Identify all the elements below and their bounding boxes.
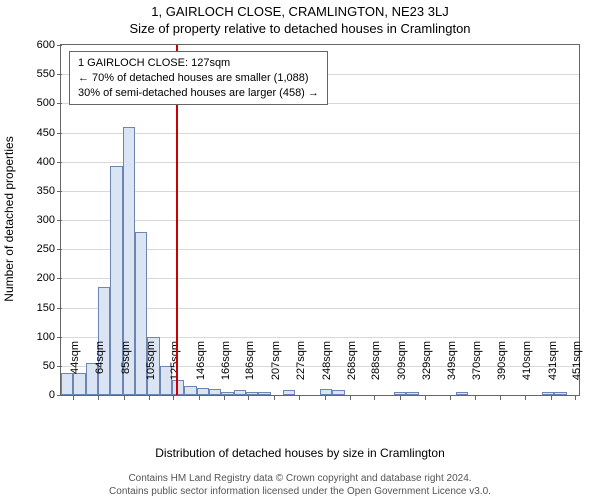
gridline-h: [61, 162, 579, 163]
x-tick-label: 64sqm: [94, 341, 106, 401]
chart-title: 1, GAIRLOCH CLOSE, CRAMLINGTON, NE23 3LJ: [0, 0, 600, 19]
x-axis-label: Distribution of detached houses by size …: [0, 446, 600, 460]
y-tick-label: 100: [37, 331, 61, 343]
annotation-line: ← 70% of detached houses are smaller (1,…: [78, 71, 319, 86]
y-tick-label: 500: [37, 97, 61, 109]
x-tick-label: 410sqm: [521, 341, 533, 401]
footer-line-1: Contains HM Land Registry data © Crown c…: [0, 473, 600, 486]
y-tick-label: 50: [43, 360, 61, 372]
y-tick-label: 300: [37, 214, 61, 226]
x-tick-label: 44sqm: [69, 341, 81, 401]
x-tick-label: 207sqm: [270, 341, 282, 401]
annotation-box: 1 GAIRLOCH CLOSE: 127sqm← 70% of detache…: [69, 51, 328, 106]
x-tick-label: 309sqm: [396, 341, 408, 401]
y-tick-label: 400: [37, 156, 61, 168]
x-tick-label: 85sqm: [120, 341, 132, 401]
annotation-line: 1 GAIRLOCH CLOSE: 127sqm: [78, 56, 319, 71]
y-tick-label: 450: [37, 127, 61, 139]
x-tick-label: 451sqm: [571, 341, 583, 401]
x-tick-label: 268sqm: [346, 341, 358, 401]
x-tick-label: 227sqm: [295, 341, 307, 401]
y-axis-label: Number of detached properties: [2, 136, 16, 301]
chart-footer: Contains HM Land Registry data © Crown c…: [0, 473, 600, 498]
x-tick-label: 248sqm: [321, 341, 333, 401]
y-tick-label: 0: [49, 389, 61, 401]
x-tick-label: 186sqm: [244, 341, 256, 401]
y-tick-label: 550: [37, 68, 61, 80]
x-tick-label: 146sqm: [195, 341, 207, 401]
histogram-bar: [258, 392, 270, 395]
histogram-bar: [332, 390, 344, 395]
x-tick-label: 105sqm: [145, 341, 157, 401]
chart-subtitle: Size of property relative to detached ho…: [0, 19, 600, 36]
gridline-h: [61, 191, 579, 192]
gridline-h: [61, 133, 579, 134]
annotation-line: 30% of semi-detached houses are larger (…: [78, 86, 319, 101]
x-tick-label: 431sqm: [547, 341, 559, 401]
x-tick-label: 370sqm: [471, 341, 483, 401]
x-tick-label: 390sqm: [496, 341, 508, 401]
x-tick-label: 166sqm: [220, 341, 232, 401]
x-tick-label: 329sqm: [421, 341, 433, 401]
x-tick-label: 288sqm: [370, 341, 382, 401]
histogram-bar: [283, 390, 295, 395]
histogram-bar: [406, 392, 418, 395]
y-tick-label: 150: [37, 302, 61, 314]
y-tick-label: 200: [37, 272, 61, 284]
plot-area: 05010015020025030035040045050055060044sq…: [60, 44, 580, 396]
chart-container: 1, GAIRLOCH CLOSE, CRAMLINGTON, NE23 3LJ…: [0, 0, 600, 500]
y-tick-label: 600: [37, 39, 61, 51]
y-tick-label: 350: [37, 185, 61, 197]
gridline-h: [61, 220, 579, 221]
x-tick-label: 349sqm: [446, 341, 458, 401]
y-tick-label: 250: [37, 243, 61, 255]
footer-line-2: Contains public sector information licen…: [0, 486, 600, 499]
